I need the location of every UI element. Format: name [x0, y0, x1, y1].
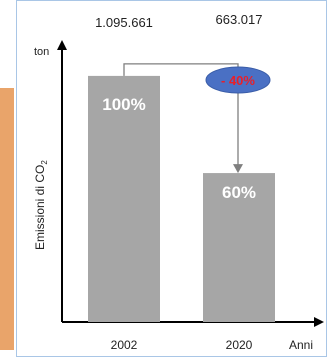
x-tick-2002: 2002 [111, 338, 138, 352]
accent-strip [0, 88, 14, 350]
reduction-badge [205, 66, 271, 94]
y-unit-label: ton [34, 46, 49, 58]
reduction-arrowhead [233, 164, 243, 174]
reduction-connector [123, 63, 239, 166]
y-axis-label: Emissioni di CO2 [33, 160, 49, 250]
bar-2020 [203, 173, 275, 322]
chart-frame [16, 0, 327, 357]
y-axis-label-text: Emissioni di CO [33, 165, 47, 250]
x-tick-2020: 2020 [226, 338, 253, 352]
reduction-label: - 40% [221, 73, 255, 88]
bar-2002 [88, 75, 160, 323]
y-axis-arrow [57, 40, 67, 50]
x-axis-label: Anni [289, 338, 313, 352]
bar-label-2020: 60% [222, 183, 256, 202]
bar-label-2002: 100% [102, 95, 145, 114]
value-label-2002: 1.095.661 [95, 15, 153, 30]
x-axis-arrow [314, 317, 324, 327]
value-label-2020: 663.017 [216, 12, 263, 27]
y-axis-label-subscript: 2 [40, 160, 49, 165]
